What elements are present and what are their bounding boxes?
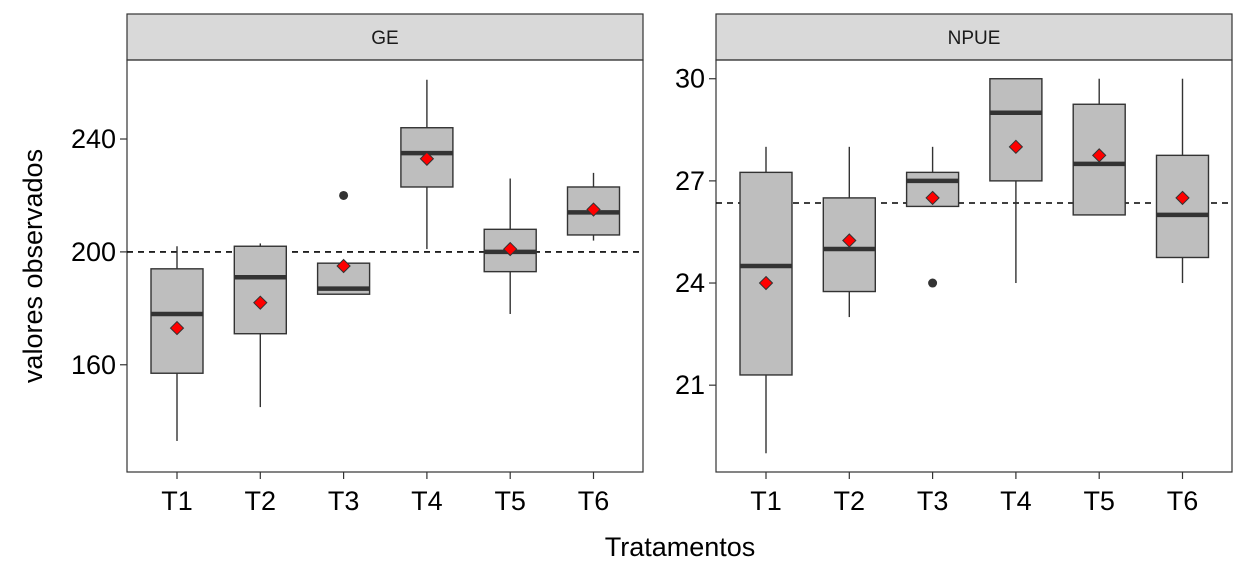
- box-t1: [739, 146, 793, 454]
- box-t4: [989, 78, 1043, 284]
- x-tick-label: T5: [1083, 486, 1115, 516]
- mean-marker: [1008, 139, 1024, 155]
- box-t2: [822, 146, 876, 318]
- strip-label: NPUE: [948, 28, 1001, 49]
- box-t3: [905, 146, 960, 288]
- mean-marker: [758, 275, 774, 291]
- box-t6: [1155, 78, 1210, 284]
- x-tick-label: T2: [834, 486, 866, 516]
- box-t6: [566, 172, 621, 241]
- x-tick-label: T4: [411, 486, 443, 516]
- strip-header: [126, 13, 644, 61]
- x-tick-label: T6: [1167, 486, 1199, 516]
- x-tick-label: T1: [750, 486, 782, 516]
- mean-marker: [586, 202, 601, 217]
- mean-marker: [842, 233, 857, 248]
- x-tick-label: T3: [917, 486, 949, 516]
- y-tick-label: 30: [675, 64, 705, 94]
- strip-header: [715, 13, 1233, 61]
- y-tick-label: 24: [675, 268, 705, 298]
- box-iqr: [233, 245, 288, 335]
- x-tick-label: T1: [161, 486, 193, 516]
- x-axis-title: Tratamentos: [605, 532, 756, 562]
- strip-label: GE: [371, 28, 398, 49]
- mean-marker: [1091, 148, 1107, 163]
- y-tick-label: 27: [675, 166, 705, 196]
- mean-marker: [253, 295, 268, 310]
- mean-marker: [502, 241, 518, 257]
- box-t4: [400, 79, 454, 250]
- mean-marker: [419, 151, 435, 166]
- box-iqr: [1155, 154, 1210, 259]
- x-tick-label: T2: [245, 486, 277, 516]
- box-t5: [483, 178, 537, 314]
- x-tick-label: T3: [328, 486, 360, 516]
- mean-marker: [1175, 190, 1190, 206]
- y-tick-label: 21: [675, 370, 705, 400]
- panel-ge: GE 160 200 240 T1 T2 T3 T4 T5 T6: [71, 13, 644, 516]
- outlier-point: [339, 190, 349, 200]
- outlier-point: [928, 278, 938, 288]
- x-tick-label: T5: [494, 486, 526, 516]
- y-tick-label: 240: [71, 124, 116, 154]
- box-t5: [1072, 78, 1126, 216]
- mean-marker: [925, 190, 940, 206]
- box-iqr: [989, 78, 1043, 182]
- y-axis-title: valores observados: [18, 149, 48, 383]
- panel-border: [126, 59, 644, 473]
- panel-npue: NPUE 21 24 27 30 T1 T2 T3 T4 T5 T6: [675, 13, 1233, 516]
- x-tick-label: T4: [1000, 486, 1032, 516]
- mean-marker: [336, 258, 351, 274]
- box-iqr: [739, 171, 793, 376]
- panels: GE 160 200 240 T1 T2 T3 T4 T5 T6 NPUE 21 24 27 30 T1 T2 T…: [71, 13, 1233, 516]
- panel-border: [715, 59, 1233, 473]
- box-t2: [233, 243, 288, 408]
- x-tick-label: T6: [578, 486, 610, 516]
- box-t3: [316, 190, 371, 295]
- y-tick-label: 160: [71, 350, 116, 380]
- mean-marker: [169, 320, 185, 336]
- y-tick-label: 200: [71, 237, 116, 267]
- box-t1: [150, 246, 204, 441]
